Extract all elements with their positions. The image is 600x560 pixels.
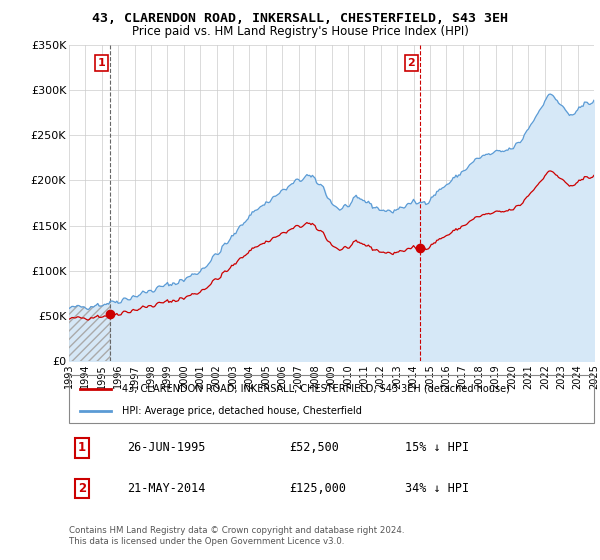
Text: 21-MAY-2014: 21-MAY-2014 — [127, 482, 205, 495]
Text: £52,500: £52,500 — [290, 441, 340, 454]
Text: 26-JUN-1995: 26-JUN-1995 — [127, 441, 205, 454]
Text: 34% ↓ HPI: 34% ↓ HPI — [405, 482, 469, 495]
Text: 43, CLARENDON ROAD, INKERSALL, CHESTERFIELD, S43 3EH: 43, CLARENDON ROAD, INKERSALL, CHESTERFI… — [92, 12, 508, 25]
Text: £125,000: £125,000 — [290, 482, 347, 495]
Text: HPI: Average price, detached house, Chesterfield: HPI: Average price, detached house, Ches… — [121, 406, 361, 416]
Text: 43, CLARENDON ROAD, INKERSALL, CHESTERFIELD, S43 3EH (detached house): 43, CLARENDON ROAD, INKERSALL, CHESTERFI… — [121, 384, 509, 394]
Text: Contains HM Land Registry data © Crown copyright and database right 2024.
This d: Contains HM Land Registry data © Crown c… — [69, 526, 404, 546]
Text: 2: 2 — [407, 58, 415, 68]
Text: Price paid vs. HM Land Registry's House Price Index (HPI): Price paid vs. HM Land Registry's House … — [131, 25, 469, 38]
Text: 15% ↓ HPI: 15% ↓ HPI — [405, 441, 469, 454]
Text: 2: 2 — [78, 482, 86, 495]
Text: 1: 1 — [78, 441, 86, 454]
Text: 1: 1 — [98, 58, 106, 68]
